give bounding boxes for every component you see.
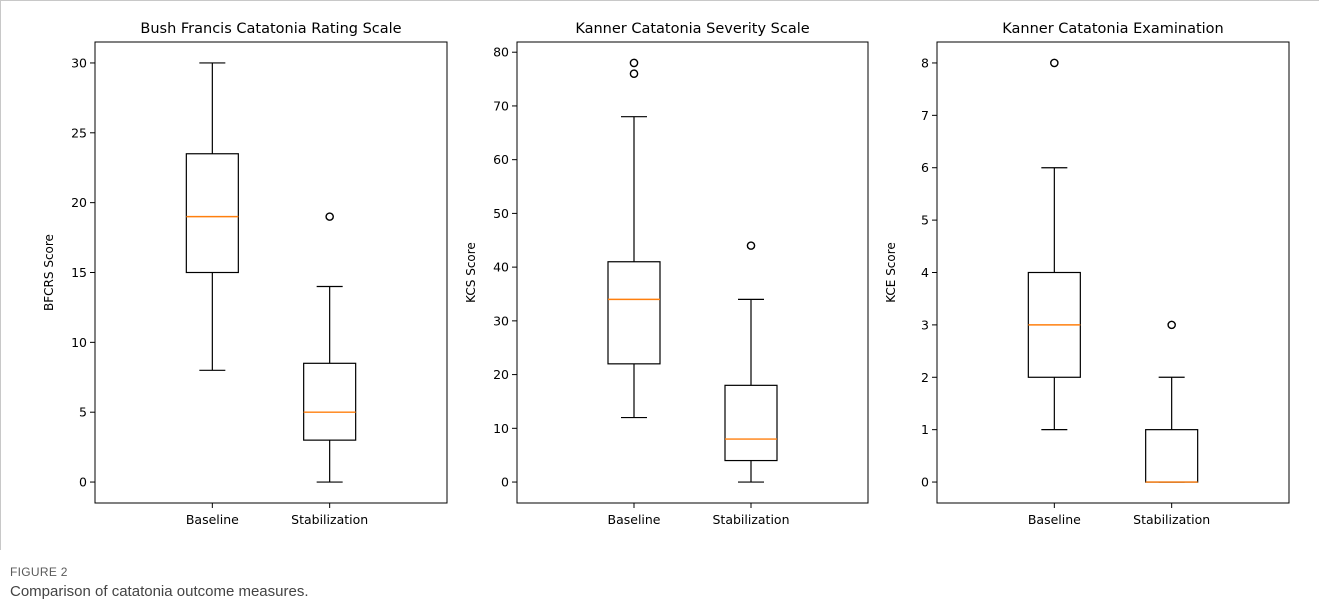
iqr-box — [185, 153, 239, 274]
x-tick-label: Baseline — [1028, 512, 1081, 527]
y-tick-label: 8 — [921, 55, 929, 70]
x-tick-label: Baseline — [608, 512, 661, 527]
y-tick-label: 5 — [921, 213, 929, 228]
chart-title: Kanner Catatonia Severity Scale — [575, 21, 809, 37]
iqr-box — [303, 362, 357, 441]
y-tick-label: 10 — [71, 335, 87, 350]
y-tick-label: 10 — [493, 421, 509, 436]
y-tick-label: 20 — [493, 367, 509, 382]
plot-area-frame — [936, 41, 1290, 504]
y-tick-label: 7 — [921, 108, 929, 123]
y-tick-label: 60 — [493, 152, 509, 167]
x-tick-label: Stabilization — [291, 512, 368, 527]
outlier-point — [629, 69, 639, 79]
y-tick-label: 30 — [493, 313, 509, 328]
box-stabilization — [1145, 320, 1199, 483]
y-tick-label: 0 — [501, 475, 509, 490]
y-tick-label: 80 — [493, 45, 509, 60]
y-tick-label: 20 — [71, 195, 87, 210]
outlier-point — [325, 212, 334, 221]
y-tick-label: 4 — [921, 265, 929, 280]
y-tick-label: 25 — [71, 125, 87, 140]
iqr-box — [724, 384, 778, 462]
y-tick-label: 70 — [493, 98, 509, 113]
figure-label: FIGURE 2 — [10, 565, 68, 579]
y-tick-label: 5 — [79, 405, 87, 420]
iqr-box — [1145, 429, 1199, 483]
y-axis-label: BFCRS Score — [42, 234, 56, 311]
y-tick-label: 3 — [921, 317, 929, 332]
y-axis-label: KCS Score — [464, 242, 478, 303]
chart-title: Kanner Catatonia Examination — [1002, 21, 1224, 37]
figure-frame — [0, 0, 1319, 550]
charts-canvas: Bush Francis Catatonia Rating Scale BFCRS… — [42, 21, 1290, 527]
outlier-point — [746, 241, 756, 250]
chart-panel-3: Kanner Catatonia Examination KCE Score 0 1 2… — [884, 21, 1290, 527]
figure-caption: Comparison of catatonia outcome measures… — [10, 583, 309, 600]
chart-title: Bush Francis Catatonia Rating Scale — [140, 21, 401, 37]
box-baseline — [607, 58, 661, 419]
box-baseline — [1027, 58, 1081, 431]
y-tick-label: 6 — [921, 160, 929, 175]
y-tick-label: 15 — [71, 265, 87, 280]
y-tick-label: 0 — [921, 475, 929, 490]
plot-area-frame — [516, 41, 869, 504]
x-tick-label: Baseline — [186, 512, 239, 527]
outlier-point — [629, 58, 639, 68]
chart-panel-2: Kanner Catatonia Severity Scale KCS Score… — [464, 21, 869, 527]
y-tick-label: 0 — [79, 475, 87, 490]
y-tick-label: 50 — [493, 206, 509, 221]
box-baseline — [185, 62, 239, 371]
outlier-point — [1050, 58, 1059, 68]
y-tick-label: 2 — [921, 370, 929, 385]
iqr-box — [607, 261, 661, 365]
outlier-point — [1167, 320, 1176, 330]
box-stabilization — [303, 212, 357, 483]
y-axis-label: KCE Score — [884, 242, 898, 303]
y-tick-label: 1 — [921, 422, 929, 437]
box-stabilization — [724, 241, 778, 483]
chart-panel-1: Bush Francis Catatonia Rating Scale BFCRS… — [42, 21, 448, 527]
y-tick-label: 30 — [71, 55, 87, 70]
plot-area-frame — [94, 41, 448, 504]
y-tick-label: 40 — [493, 260, 509, 275]
x-tick-label: Stabilization — [712, 512, 789, 527]
x-tick-label: Stabilization — [1133, 512, 1210, 527]
